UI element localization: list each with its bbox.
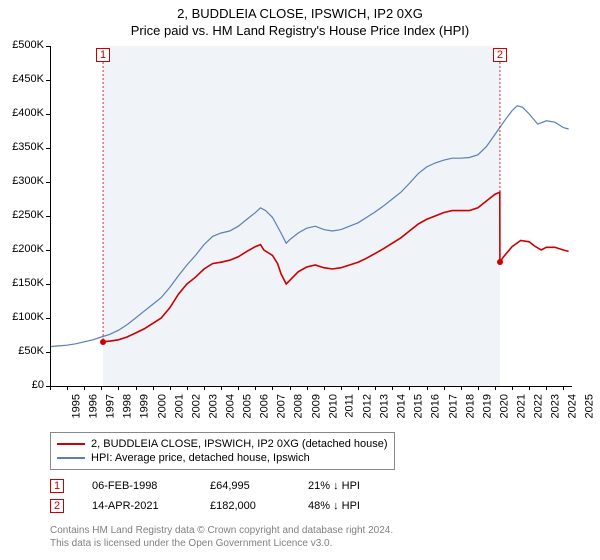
x-tick-label: 2018 [464,394,476,418]
x-tick-label: 2025 [584,394,596,418]
x-tick-label: 1998 [122,394,134,418]
x-tick-label: 2015 [413,394,425,418]
x-tick-label: 2006 [259,394,271,418]
sale-row-marker: 2 [50,499,64,513]
sale-price: £182,000 [210,500,280,512]
x-tick-label: 2003 [207,394,219,418]
x-tick-label: 2014 [396,394,408,418]
sale-dot-2 [497,259,503,265]
y-tick-label: £200K [0,243,44,255]
x-tick-label: 2007 [276,394,288,418]
x-tick-label: 2008 [293,394,305,418]
x-tick-label: 2004 [225,394,237,418]
plot-area: 12 [50,46,572,386]
x-tick-label: 2001 [173,394,185,418]
x-tick-label: 1995 [70,394,82,418]
legend-box: 2, BUDDLEIA CLOSE, IPSWICH, IP2 0XG (det… [50,432,395,470]
chart-area: 12£0£50K£100K£150K£200K£250K£300K£350K£4… [0,0,600,430]
attribution: Contains HM Land Registry data © Crown c… [50,524,393,550]
sale-marker-1: 1 [96,48,110,62]
x-tick-label: 1996 [88,394,100,418]
x-tick-label: 1999 [139,394,151,418]
x-tick-label: 2022 [533,394,545,418]
y-tick-label: £350K [0,141,44,153]
x-tick-label: 2012 [361,394,373,418]
attribution-line-2: This data is licensed under the Open Gov… [50,537,393,550]
x-tick-label: 2023 [550,394,562,418]
x-tick-label: 2010 [327,394,339,418]
x-tick-label: 2009 [310,394,322,418]
sale-date: 06-FEB-1998 [92,480,182,492]
sale-diff: 48% ↓ HPI [308,500,360,512]
y-tick-label: £300K [0,175,44,187]
sale-row: 2 14-APR-2021 £182,000 48% ↓ HPI [50,496,360,516]
x-tick-label: 2002 [190,394,202,418]
x-tick-label: 1997 [105,394,117,418]
legend-item: 2, BUDDLEIA CLOSE, IPSWICH, IP2 0XG (det… [57,437,388,451]
x-tick-label: 2000 [156,394,168,418]
x-tick-label: 2016 [430,394,442,418]
legend-swatch [57,457,85,459]
series-lines [50,46,572,386]
y-tick-label: £400K [0,107,44,119]
y-tick-label: £450K [0,73,44,85]
legend-label: 2, BUDDLEIA CLOSE, IPSWICH, IP2 0XG (det… [91,438,388,450]
legend-swatch [57,443,85,445]
x-tick-label: 2019 [481,394,493,418]
x-tick-label: 2020 [498,394,510,418]
sale-row: 1 06-FEB-1998 £64,995 21% ↓ HPI [50,476,360,496]
sales-table: 1 06-FEB-1998 £64,995 21% ↓ HPI 2 14-APR-2021… [50,476,360,516]
sale-price: £64,995 [210,480,280,492]
chart-container: { "title": "2, BUDDLEIA CLOSE, IPSWICH, … [0,0,600,560]
legend-item: HPI: Average price, detached house, Ipsw… [57,451,388,465]
x-tick-label: 2013 [379,394,391,418]
sale-marker-2: 2 [493,48,507,62]
y-tick-label: £0 [0,379,44,391]
sale-row-marker: 1 [50,479,64,493]
series-hpi [50,106,569,347]
y-tick-label: £150K [0,277,44,289]
series-price_paid [103,192,568,342]
legend-label: HPI: Average price, detached house, Ipsw… [91,452,310,464]
sale-diff: 21% ↓ HPI [308,480,360,492]
legend: 2, BUDDLEIA CLOSE, IPSWICH, IP2 0XG (det… [50,432,395,470]
y-tick-label: £500K [0,39,44,51]
x-tick-label: 2011 [343,394,355,418]
attribution-line-1: Contains HM Land Registry data © Crown c… [50,524,393,537]
y-tick-label: £50K [0,345,44,357]
x-tick-label: 2024 [567,394,579,418]
x-tick-label: 2005 [242,394,254,418]
sale-dot-1 [100,339,106,345]
x-tick-label: 2017 [447,394,459,418]
x-tick-label: 2021 [515,394,527,418]
y-tick-label: £100K [0,311,44,323]
y-tick-label: £250K [0,209,44,221]
sale-date: 14-APR-2021 [92,500,182,512]
